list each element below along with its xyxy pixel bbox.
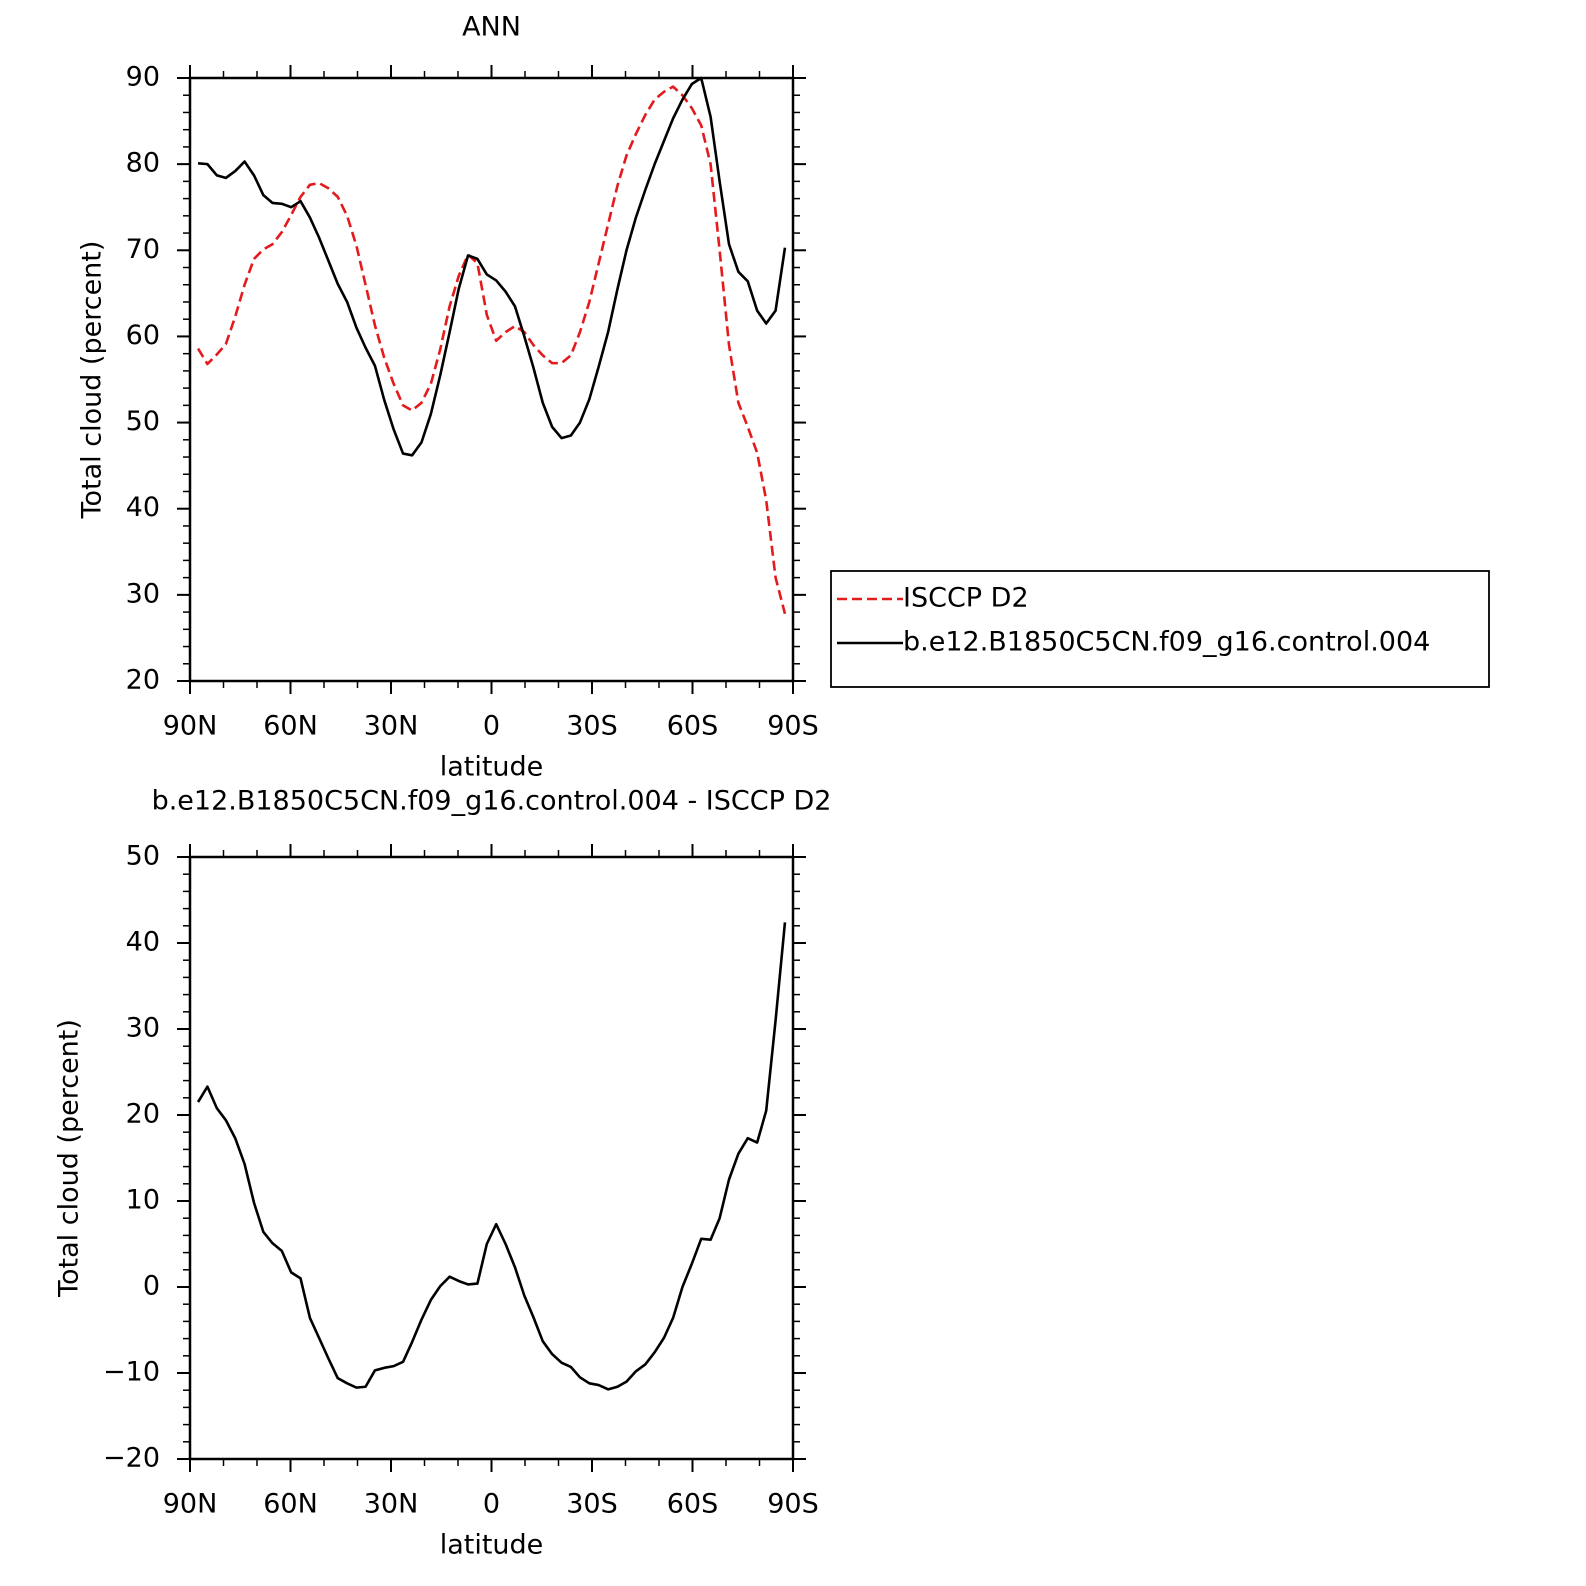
x-tick-label: 30N (364, 711, 419, 742)
x-tick-label: 30N (364, 1489, 419, 1520)
chart-title: b.e12.B1850C5CN.f09_g16.control.004 - IS… (152, 786, 832, 817)
x-tick-label: 60N (263, 1489, 318, 1520)
y-tick-label: 50 (126, 406, 160, 437)
y-tick-label: 20 (126, 665, 160, 696)
y-tick-label: 40 (126, 927, 160, 958)
y-tick-label: 30 (126, 578, 160, 609)
chart-title: ANN (462, 12, 521, 43)
x-tick-label: 90N (163, 711, 218, 742)
legend-label: ISCCP D2 (903, 583, 1029, 614)
plot-frame (188, 855, 795, 1461)
y-tick-label: 50 (126, 841, 160, 872)
x-axis-label: latitude (440, 752, 544, 783)
data-line (196, 922, 787, 1391)
y-tick-label: 0 (143, 1271, 160, 1302)
data-line (196, 85, 787, 615)
y-tick-label: 30 (126, 1013, 160, 1044)
y-tick-label: 90 (126, 62, 160, 93)
y-tick-label: −20 (103, 1443, 160, 1474)
x-tick-label: 30S (566, 1489, 618, 1520)
x-tick-label: 60S (667, 711, 719, 742)
x-tick-label: 0 (483, 711, 500, 742)
y-axis-label: Total cloud (percent) (77, 241, 108, 520)
x-axis-label: latitude (440, 1530, 544, 1561)
x-tick-label: 60S (667, 1489, 719, 1520)
legend-box (830, 570, 1490, 688)
y-tick-label: 70 (126, 234, 160, 265)
x-tick-label: 90N (163, 1489, 218, 1520)
y-axis-label: Total cloud (percent) (54, 1019, 85, 1298)
x-tick-label: 90S (767, 711, 819, 742)
y-tick-label: 80 (126, 148, 160, 179)
x-tick-label: 30S (566, 711, 618, 742)
y-tick-label: 10 (126, 1185, 160, 1216)
plot-frame (188, 76, 795, 683)
x-tick-label: 90S (767, 1489, 819, 1520)
y-tick-label: −10 (103, 1357, 160, 1388)
x-tick-label: 0 (483, 1489, 500, 1520)
y-tick-label: 40 (126, 492, 160, 523)
y-tick-label: 20 (126, 1099, 160, 1130)
y-tick-label: 60 (126, 320, 160, 351)
x-tick-label: 60N (263, 711, 318, 742)
legend-label: b.e12.B1850C5CN.f09_g16.control.004 (903, 627, 1430, 658)
data-line (197, 76, 787, 457)
